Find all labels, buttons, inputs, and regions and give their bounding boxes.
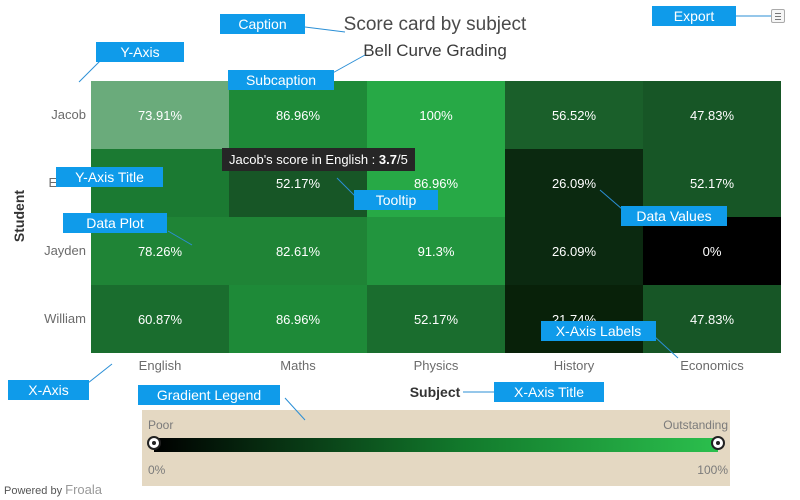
y-axis-label: William	[44, 311, 86, 326]
data-value-label: 56.52%	[551, 107, 597, 123]
x-axis-label: Economics	[680, 358, 744, 373]
data-value-label: 60.87%	[137, 311, 183, 327]
x-axis-label: History	[553, 358, 595, 373]
powered-by[interactable]: Powered by Froala	[4, 482, 102, 497]
legend-min-handle[interactable]	[147, 436, 161, 450]
heatmap-cell[interactable]: 52.17%	[643, 149, 781, 217]
data-value-label: 47.83%	[689, 107, 735, 123]
y-axis-label: Jayden	[44, 243, 86, 258]
x-axis-title: Subject	[409, 384, 461, 400]
y-axis-label: Jacob	[51, 107, 86, 122]
callout-subcaption: Subcaption	[228, 70, 334, 90]
data-value-label: 82.61%	[275, 243, 321, 259]
chart-subcaption: Bell Curve Grading	[363, 41, 507, 60]
data-value-label: 52.17%	[689, 175, 735, 191]
data-value-label: 86.96%	[275, 107, 321, 123]
data-value-label: 47.83%	[689, 311, 735, 327]
data-value-label: 26.09%	[551, 243, 597, 259]
x-axis-label: English	[138, 358, 182, 373]
data-value-label: 0%	[702, 243, 722, 259]
callout-x-axis-labels: X-Axis Labels	[541, 321, 656, 341]
tooltip-suffix: /5	[396, 152, 408, 167]
brand-name: Froala	[65, 482, 103, 497]
callout-caption: Caption	[220, 14, 305, 34]
data-value-label: 86.96%	[275, 311, 321, 327]
callout-data-plot: Data Plot	[63, 213, 167, 233]
y-axis-title: Student	[11, 189, 27, 243]
heatmap-cell[interactable]: 86.96%	[229, 285, 367, 353]
legend-min-label: Poor	[148, 418, 174, 432]
heatmap-cell[interactable]: 60.87%	[91, 285, 229, 353]
data-value-label: 26.09%	[551, 175, 597, 191]
callout-data-values: Data Values	[621, 206, 727, 226]
tooltip: Jacob's score in English : 3.7/5	[222, 148, 415, 171]
heatmap-cell[interactable]: 0%	[643, 217, 781, 285]
callout-tooltip: Tooltip	[354, 190, 438, 210]
callout-gradient-legend: Gradient Legend	[138, 385, 280, 405]
heatmap-cell[interactable]: 56.52%	[505, 81, 643, 149]
gradient-legend: Poor Outstanding 0% 100%	[142, 410, 730, 486]
callout-x-axis: X-Axis	[8, 380, 89, 400]
tooltip-prefix: Jacob's score in English :	[229, 152, 379, 167]
chart-caption: Score card by subject	[343, 14, 527, 35]
heatmap-cell[interactable]: 86.96%	[229, 81, 367, 149]
heatmap-cell[interactable]: 47.83%	[643, 81, 781, 149]
legend-max-label: Outstanding	[663, 418, 728, 432]
data-value-label: 52.17%	[413, 311, 459, 327]
callout-y-axis: Y-Axis	[96, 42, 184, 62]
x-axis-label: Physics	[413, 358, 459, 373]
legend-max-handle[interactable]	[711, 436, 725, 450]
callout-export: Export	[652, 6, 736, 26]
data-value-label: 91.3%	[417, 243, 455, 259]
callout-y-axis-title: Y-Axis Title	[56, 167, 163, 187]
data-value-label: 100%	[419, 107, 453, 123]
data-value-label: 86.96%	[413, 175, 459, 191]
heatmap-cell[interactable]: 82.61%	[229, 217, 367, 285]
heatmap-cell[interactable]: 52.17%	[367, 285, 505, 353]
legend-max-value: 100%	[697, 463, 728, 477]
heatmap-grid: 73.91% 86.96% 100% 56.52% 47.83% 52.17% 86.96%…	[91, 81, 781, 353]
x-axis-label: Maths	[280, 358, 316, 373]
heatmap-cell[interactable]: 91.3%	[367, 217, 505, 285]
menu-icon[interactable]	[771, 9, 785, 23]
legend-min-value: 0%	[148, 463, 166, 477]
data-value-label: 73.91%	[137, 107, 183, 123]
callout-x-axis-title: X-Axis Title	[494, 382, 604, 402]
heatmap-cell[interactable]: 47.83%	[643, 285, 781, 353]
powered-by-text: Powered by	[4, 485, 63, 497]
heatmap-cell[interactable]: 26.09%	[505, 217, 643, 285]
heatmap-cell[interactable]: 100%	[367, 81, 505, 149]
data-value-label: 52.17%	[275, 175, 321, 191]
heatmap-cell[interactable]: 73.91%	[91, 81, 229, 149]
data-value-label: 78.26%	[137, 243, 183, 259]
tooltip-value: 3.7	[378, 152, 397, 167]
heatmap-cell[interactable]: 21.74%	[505, 285, 643, 353]
legend-gradient-bar	[154, 438, 718, 452]
